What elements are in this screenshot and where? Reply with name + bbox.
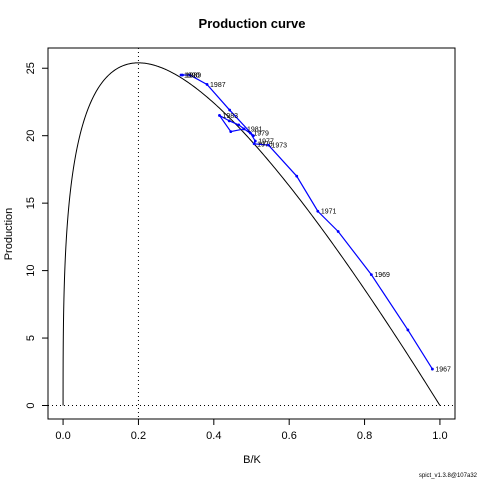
data-point (267, 143, 270, 147)
year-label: 1973 (271, 143, 287, 150)
data-point (248, 131, 252, 135)
year-label: 1979 (253, 130, 269, 137)
x-tick-label: 1.0 (432, 430, 447, 442)
y-tick-label: 10 (25, 264, 37, 276)
data-point (406, 328, 410, 332)
data-point (218, 114, 221, 117)
data-point (242, 127, 246, 131)
data-point (205, 83, 209, 86)
theoretical-production-curve (62, 62, 441, 406)
y-tick-label: 20 (25, 130, 37, 142)
data-point (369, 273, 373, 277)
x-axis-label: B/K (243, 454, 261, 466)
year-label: 1967 (435, 367, 451, 374)
year-label: 1987 (210, 82, 226, 89)
data-point (336, 230, 340, 233)
footer-version: spict_v1.3.8@107a32 (419, 473, 478, 479)
year-label: 1990 (184, 72, 200, 79)
observed-production-line (181, 74, 433, 370)
reference-lines (48, 48, 455, 419)
year-label: 1983 (222, 113, 238, 120)
data-point (188, 73, 192, 77)
y-tick-label: 5 (25, 335, 37, 341)
x-tick-label: 0.0 (55, 430, 70, 442)
y-tick-label: 15 (25, 197, 37, 209)
x-tick-label: 0.8 (357, 430, 372, 442)
data-point (430, 367, 434, 371)
data-point (237, 123, 241, 127)
data-point (295, 174, 299, 178)
x-tick-label: 0.4 (206, 430, 221, 442)
data-point (229, 130, 233, 134)
data-point (179, 73, 183, 77)
data-point (228, 108, 232, 112)
year-label: 1989 (186, 72, 202, 79)
y-axis: 0 5 10 15 20 25 (25, 62, 49, 409)
y-axis-label: Production (3, 208, 15, 261)
data-point (316, 209, 320, 213)
data-point (253, 139, 257, 143)
y-tick-label: 25 (25, 62, 37, 74)
year-label: 1975 (257, 141, 273, 148)
data-point (251, 134, 255, 138)
chart-title: Production curve (199, 16, 306, 31)
year-label: 1981 (247, 126, 263, 133)
plot-frame (47, 47, 456, 420)
year-label: 1971 (321, 209, 337, 216)
production-curve-layer (62, 62, 441, 406)
year-label: 1977 (258, 139, 274, 146)
data-point (227, 119, 231, 123)
data-point (252, 142, 256, 146)
x-tick-label: 0.2 (131, 430, 146, 442)
x-axis: 0.0 0.2 0.4 0.6 0.8 1.0 (55, 418, 448, 442)
x-tick-label: 0.6 (282, 430, 297, 442)
y-tick-label: 0 (25, 402, 37, 408)
year-label: 1969 (374, 272, 390, 279)
